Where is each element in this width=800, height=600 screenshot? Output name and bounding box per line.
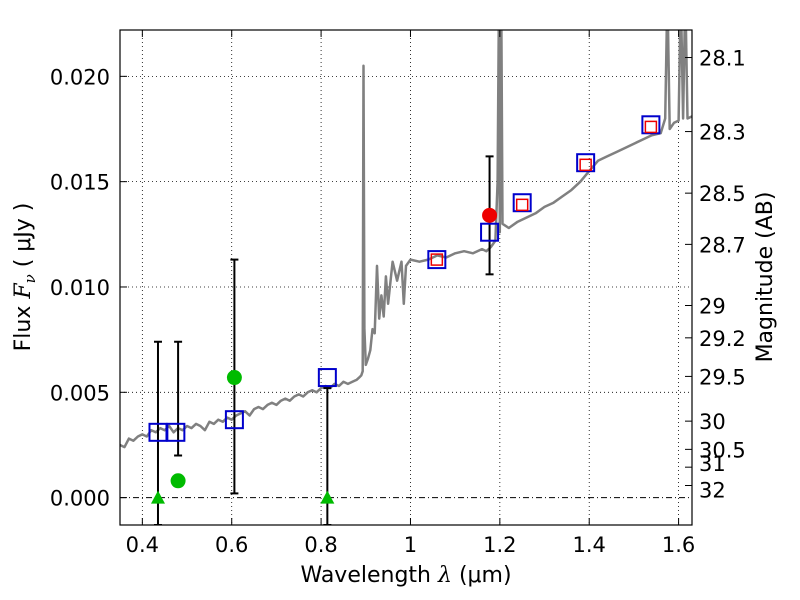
x-tick-label: 0.8 bbox=[304, 533, 337, 557]
magnitude-tick-label: 32 bbox=[699, 478, 726, 502]
magnitude-axis-label: Magnitude (AB) bbox=[753, 192, 778, 363]
y-tick-label: 0.005 bbox=[50, 381, 110, 405]
model-band-square bbox=[224, 410, 244, 430]
y-tick-label: 0.020 bbox=[50, 65, 110, 89]
magnitude-tick-label: 29.5 bbox=[699, 365, 746, 389]
x-tick-label: 1.6 bbox=[662, 533, 695, 557]
plot-frame bbox=[119, 29, 693, 526]
model-band-square bbox=[166, 422, 186, 442]
y-axis-label: Flux Fν ( μJy ) bbox=[11, 203, 41, 352]
magnitude-tick-label: 28.5 bbox=[699, 182, 746, 206]
x-tick-label: 1 bbox=[404, 533, 417, 557]
magnitude-tick-label: 30.5 bbox=[699, 438, 746, 462]
observed-flux-square bbox=[644, 120, 658, 134]
x-tick-label: 0.6 bbox=[215, 533, 248, 557]
magnitude-tick-label: 28.3 bbox=[699, 121, 746, 145]
markers bbox=[148, 115, 661, 504]
y-axis-subscript: ν bbox=[21, 274, 39, 283]
model-band-square bbox=[480, 222, 500, 242]
error-bars bbox=[153, 155, 494, 525]
y-tick-label: 0.010 bbox=[50, 276, 110, 300]
detection-point bbox=[170, 473, 186, 489]
x-axis-unit: (μm) bbox=[459, 563, 512, 588]
model-spectrum-line bbox=[120, 30, 692, 449]
magnitude-tick-label: 28.7 bbox=[699, 233, 746, 257]
x-axis-label-text: Wavelength bbox=[300, 563, 431, 588]
x-axis-ticks: 0.4 0.6 0.8 1 1.2 1.4 1.6 bbox=[126, 30, 695, 557]
model-band-square bbox=[427, 250, 447, 270]
x-tick-label: 0.4 bbox=[126, 533, 159, 557]
x-axis-label: Wavelength λ (μm) bbox=[300, 563, 511, 588]
y-axis-ticks: 0.000 0.005 0.010 0.015 0.020 bbox=[50, 65, 127, 511]
x-tick-label: 1.4 bbox=[573, 533, 606, 557]
detection-point bbox=[226, 370, 242, 386]
model-band-square bbox=[576, 153, 596, 173]
upper-limit-triangle bbox=[320, 490, 335, 504]
grid-lines bbox=[120, 30, 692, 525]
x-tick-label: 1.2 bbox=[483, 533, 516, 557]
magnitude-tick-label: 29 bbox=[699, 295, 726, 319]
x-axis-symbol: λ bbox=[437, 563, 452, 588]
y-tick-label: 0.000 bbox=[50, 487, 110, 511]
y-tick-label: 0.015 bbox=[50, 171, 110, 195]
magnitude-tick-label: 29.2 bbox=[699, 327, 746, 351]
model-band-square bbox=[317, 368, 337, 388]
y-axis-symbol: F bbox=[11, 283, 36, 300]
upper-limit-triangle bbox=[150, 490, 165, 504]
magnitude-tick-label: 31 bbox=[699, 452, 726, 476]
magnitude-tick-label: 30 bbox=[699, 410, 726, 434]
observed-flux-square bbox=[579, 158, 592, 172]
observed-flux-square bbox=[430, 253, 444, 266]
y-axis-label-text: Flux bbox=[11, 306, 36, 352]
observed-flux-square bbox=[515, 198, 529, 212]
y-axis-unit: ( μJy ) bbox=[11, 203, 36, 268]
magnitude-tick-label: 28.1 bbox=[699, 47, 746, 71]
model-band-square bbox=[512, 193, 532, 213]
detection-point bbox=[482, 207, 498, 223]
model-band-square bbox=[641, 115, 661, 135]
